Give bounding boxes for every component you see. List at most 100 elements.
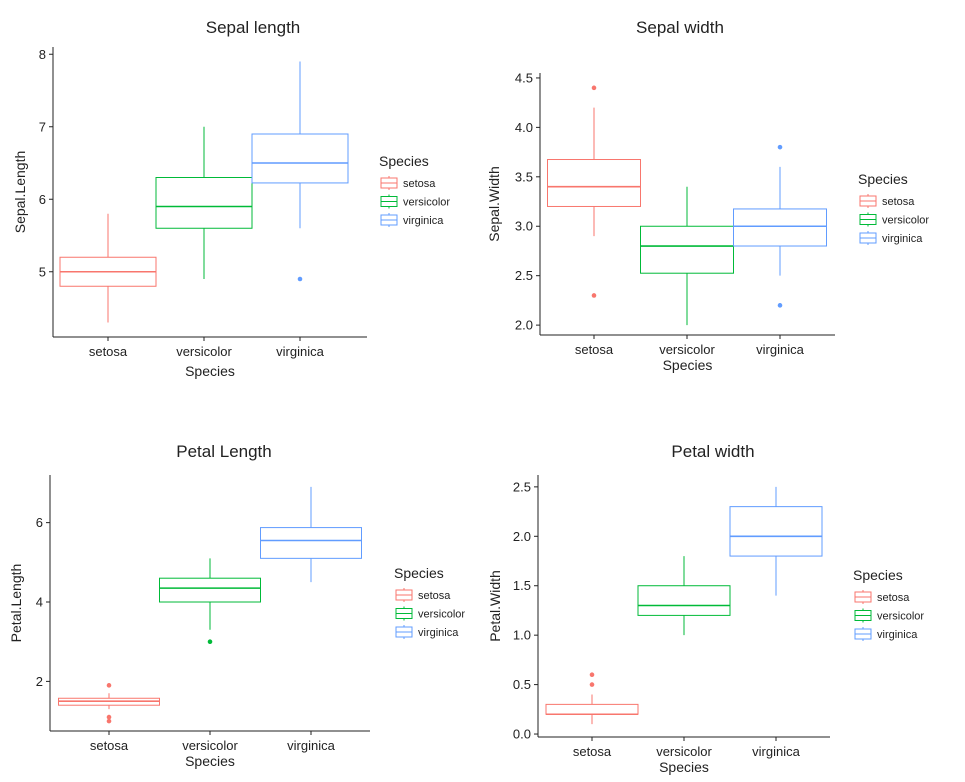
panel-petal-width: Petal width 0.0 0.5 1.0 1.5 2.0 2.5 setosa versi… (487, 442, 924, 775)
y-tick-label: 4 (36, 595, 43, 610)
legend-title: Species (858, 171, 908, 187)
y-tick-label: 4.0 (515, 120, 533, 135)
plot-title: Petal Length (176, 442, 271, 461)
outlier-point (589, 682, 595, 687)
legend: Species setosa versicolor virginica (858, 171, 929, 245)
y-tick-label: 1.0 (513, 628, 531, 643)
x-tick-label: setosa (89, 344, 128, 359)
outlier-point (207, 639, 213, 644)
outlier-point (777, 144, 783, 150)
legend-label-setosa: setosa (418, 590, 451, 602)
legend-label-virginica: virginica (403, 215, 444, 227)
legend-title: Species (853, 567, 903, 583)
y-tick-label: 8 (39, 47, 46, 62)
box-virginica (260, 486, 362, 583)
y-axis-label: Sepal.Length (12, 151, 28, 234)
panel-sepal-width: Sepal width 2.0 2.5 3.0 3.5 4.0 4.5 setosa versi… (486, 18, 929, 373)
x-axis-label: Species (185, 753, 235, 769)
outlier-point (106, 683, 112, 688)
box-iqr (640, 225, 734, 274)
box-iqr (251, 133, 349, 184)
y-tick-label: 0.5 (513, 677, 531, 692)
box-iqr (159, 577, 261, 603)
x-tick-label: versicolor (659, 342, 715, 357)
legend: Species setosa versicolor virginica (853, 567, 924, 641)
y-tick-label: 5 (39, 264, 46, 279)
y-tick-label: 1.5 (513, 578, 531, 593)
outlier-point (297, 276, 303, 282)
box-iqr (547, 159, 641, 207)
outlier-point (777, 303, 783, 308)
outlier-point (106, 714, 112, 720)
y-tick-label: 2.5 (515, 268, 533, 283)
box-iqr (260, 527, 362, 559)
y-tick-label: 3.5 (515, 169, 533, 184)
x-tick-label: versicolor (182, 738, 238, 753)
y-axis-label: Sepal.Width (486, 166, 502, 241)
legend: Species setosa versicolor virginica (394, 565, 465, 639)
box-iqr (637, 585, 731, 616)
x-tick-label: versicolor (656, 744, 712, 759)
x-tick-label: virginica (276, 344, 324, 359)
y-axis-label: Petal.Length (8, 564, 24, 643)
box-iqr (729, 506, 823, 557)
x-tick-label: virginica (756, 342, 804, 357)
x-tick-label: setosa (575, 342, 614, 357)
legend: Species setosa versicolor virginica (379, 153, 450, 227)
y-tick-label: 2.0 (515, 318, 533, 333)
outlier-point (589, 672, 595, 678)
x-tick-label: versicolor (176, 344, 232, 359)
box-versicolor (159, 558, 261, 644)
box-virginica (733, 144, 827, 308)
y-tick-label: 0.0 (513, 727, 531, 742)
y-tick-label: 2.5 (513, 479, 531, 494)
box-virginica (729, 486, 823, 596)
outlier-point (591, 85, 597, 91)
legend-title: Species (379, 153, 429, 169)
legend-title: Species (394, 565, 444, 581)
x-axis-label: Species (663, 357, 713, 373)
x-tick-label: setosa (573, 744, 612, 759)
legend-label-setosa: setosa (877, 592, 910, 604)
panel-petal-length: Petal Length 2 4 6 setosa versicolor virginica… (8, 442, 465, 769)
legend-label-virginica: virginica (877, 629, 918, 641)
box-versicolor (155, 126, 253, 279)
outlier-point (106, 718, 112, 724)
y-tick-label: 7 (39, 119, 46, 134)
plot-title: Petal width (671, 442, 754, 461)
box-versicolor (640, 186, 734, 326)
legend-label-versicolor: versicolor (877, 611, 924, 623)
legend-label-setosa: setosa (882, 196, 915, 208)
box-setosa (58, 683, 160, 724)
x-tick-label: virginica (287, 738, 335, 753)
x-tick-label: virginica (752, 744, 800, 759)
y-tick-label: 3.0 (515, 219, 533, 234)
box-iqr (733, 208, 827, 247)
box-iqr (545, 703, 639, 715)
box-virginica (251, 61, 349, 282)
y-tick-label: 2.0 (513, 529, 531, 544)
box-setosa (547, 85, 641, 298)
panel-sepal-length: Sepal length 5 6 7 8 setosa versicolor virginic… (12, 18, 450, 379)
plot-title: Sepal length (206, 18, 301, 37)
legend-label-virginica: virginica (418, 627, 459, 639)
y-tick-label: 4.5 (515, 70, 533, 85)
y-axis-label: Petal.Width (487, 570, 503, 642)
y-tick-label: 2 (36, 674, 43, 689)
legend-label-virginica: virginica (882, 233, 923, 245)
box-versicolor (637, 556, 731, 636)
legend-label-versicolor: versicolor (403, 197, 450, 209)
box-setosa (545, 672, 639, 725)
legend-label-versicolor: versicolor (418, 609, 465, 621)
x-axis-label: Species (659, 759, 709, 775)
y-tick-label: 6 (39, 192, 46, 207)
x-tick-label: setosa (90, 738, 129, 753)
legend-label-setosa: setosa (403, 178, 436, 190)
box-iqr (155, 177, 253, 229)
box-setosa (59, 213, 157, 323)
legend-label-versicolor: versicolor (882, 215, 929, 227)
x-axis-label: Species (185, 363, 235, 379)
plot-title: Sepal width (636, 18, 724, 37)
y-tick-label: 6 (36, 515, 43, 530)
